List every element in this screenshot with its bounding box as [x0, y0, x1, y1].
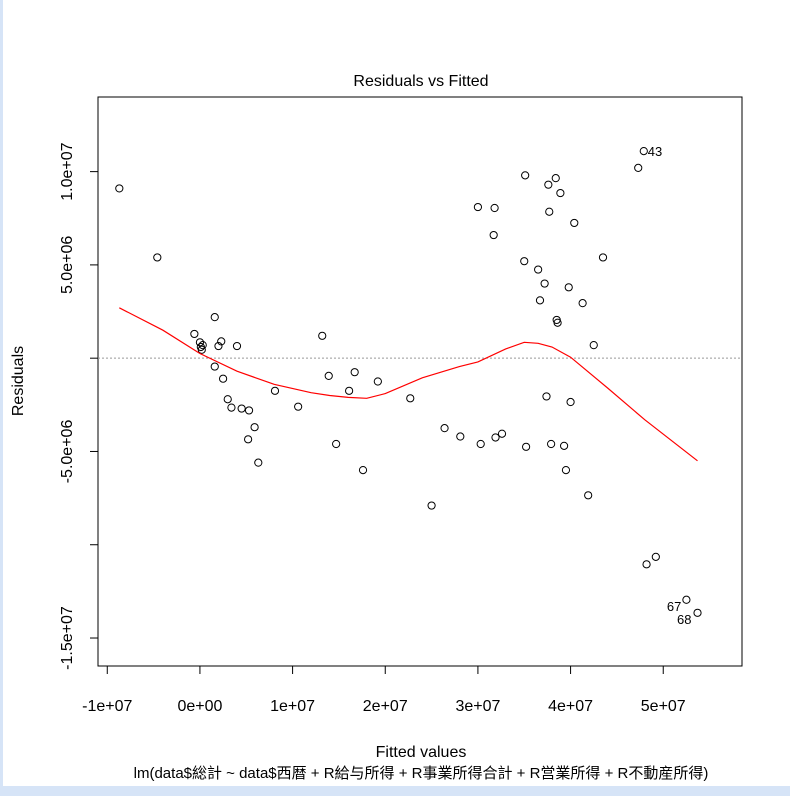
residual-point [232, 341, 242, 351]
window-frame-left [0, 0, 3, 796]
residual-point [350, 368, 359, 377]
smoother-line [119, 307, 698, 462]
residual-point [270, 386, 280, 395]
x-tick-label: 0e+00 [177, 698, 222, 715]
y-axis: -1.5e+07 -5.0e+06 5.0e+06 1.0e+07 [59, 142, 99, 670]
residual-point [598, 253, 608, 262]
residual-point [190, 329, 199, 339]
residual-point [540, 279, 549, 288]
x-tick-label: 3e+07 [455, 698, 500, 715]
residual-point [294, 402, 303, 411]
residual-point [345, 386, 354, 395]
residual-point [318, 331, 327, 340]
y-tick-label: 1.0e+07 [59, 142, 76, 200]
residual-point [197, 345, 206, 354]
residual-point [358, 466, 368, 475]
residual-point [520, 257, 529, 266]
residual-point [237, 404, 246, 413]
residual-point [223, 395, 232, 404]
residual-point [535, 296, 545, 305]
residual-point [547, 439, 556, 449]
residual-point [373, 377, 382, 386]
residual-point [534, 265, 543, 274]
residual-point [584, 491, 593, 500]
residual-point [639, 147, 648, 156]
residual-point [153, 253, 162, 262]
residual-point [214, 341, 223, 351]
residual-point [634, 163, 643, 172]
residual-point [589, 341, 598, 350]
window-frame-bottom [0, 786, 790, 796]
residual-point [244, 406, 254, 415]
residual-point [324, 371, 333, 381]
point-label-43: 43 [648, 144, 662, 159]
residual-point [210, 313, 219, 322]
residual-point [217, 337, 226, 346]
residual-point [250, 423, 259, 432]
residual-point [440, 424, 449, 433]
residual-point [254, 458, 263, 467]
residual-point [545, 207, 554, 216]
residual-point [553, 318, 562, 327]
residual-point [489, 230, 498, 240]
residual-point [578, 299, 587, 308]
x-tick-label: 5e+07 [641, 698, 686, 715]
x-tick-label: 2e+07 [363, 698, 408, 715]
residual-point [195, 338, 205, 347]
x-axis: -1e+07 0e+00 1e+07 2e+07 3e+07 4e+07 5e+07 [82, 665, 686, 715]
residual-point [227, 403, 236, 412]
x-tick-label: 1e+07 [270, 698, 315, 715]
residual-point [427, 501, 436, 510]
chart-title: Residuals vs Fitted [353, 73, 488, 90]
residual-point [497, 429, 507, 438]
y-axis-label: Residuals [10, 346, 27, 416]
residual-point [332, 439, 341, 449]
point-label-68: 68 [677, 612, 691, 627]
residual-point [198, 341, 207, 350]
residual-point [115, 184, 124, 193]
residual-point [556, 188, 565, 198]
residual-point [218, 374, 228, 383]
residual-point [559, 441, 569, 450]
residual-point [244, 435, 253, 444]
residual-point [642, 560, 651, 569]
residual-point [476, 439, 485, 449]
residual-point [491, 433, 500, 442]
residual-point [551, 174, 560, 183]
y-tick-label: -5.0e+06 [59, 420, 76, 484]
model-formula: lm(data$総計 ~ data$西暦 + R給与所得 + R事業所得合計 +… [134, 765, 709, 782]
residual-point [521, 171, 530, 180]
residual-point [490, 203, 499, 213]
residual-point [544, 180, 553, 189]
plot-box [97, 96, 743, 667]
residual-point [651, 552, 660, 561]
x-tick-label: -1e+07 [82, 698, 132, 715]
x-axis-label: Fitted values [376, 744, 467, 761]
x-tick-label: 4e+07 [548, 698, 593, 715]
residual-point [542, 392, 551, 401]
residual-point [564, 283, 573, 292]
residual-point [682, 595, 691, 604]
residual-point [456, 432, 465, 441]
y-tick-label: 5.0e+06 [59, 236, 76, 294]
residual-point [570, 218, 579, 228]
residual-point [561, 466, 571, 475]
residual-point [473, 202, 483, 212]
residual-point [693, 608, 702, 617]
residual-point [521, 442, 531, 451]
residual-point [566, 397, 575, 407]
residual-point [210, 362, 219, 371]
y-tick-label: -1.5e+07 [59, 606, 76, 670]
point-label-67: 67 [667, 599, 681, 614]
residual-point [406, 394, 415, 403]
